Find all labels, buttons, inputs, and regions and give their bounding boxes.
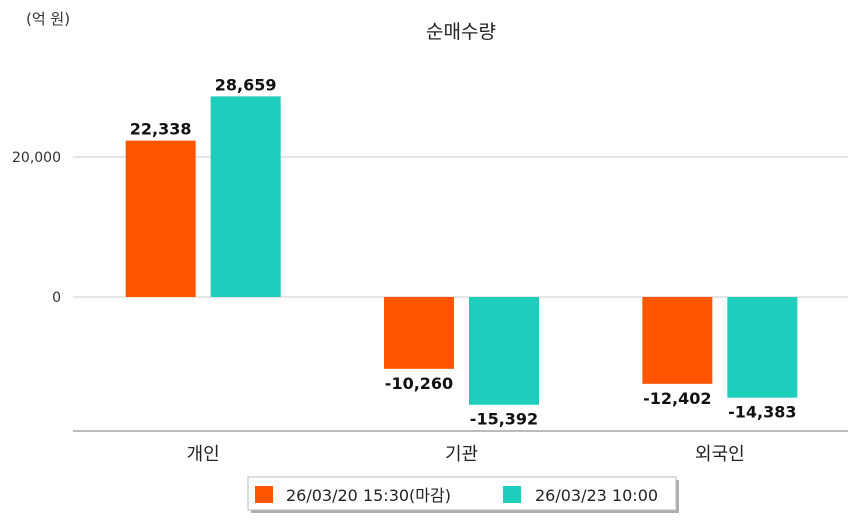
legend-swatch-0	[255, 486, 273, 503]
bar	[384, 296, 454, 369]
legend: 26/03/20 15:30(마감) 26/03/23 10:00	[247, 476, 679, 513]
y-tick-label: 20,000	[12, 150, 61, 166]
data-label: 28,659	[215, 75, 277, 94]
y-tick-label: 0	[52, 290, 61, 306]
data-label: -10,260	[385, 374, 453, 393]
chart-title: 순매수량	[426, 21, 496, 43]
x-tick-label: 외국인	[695, 444, 745, 465]
bar	[210, 96, 281, 297]
data-label: -14,383	[728, 403, 796, 422]
legend-label-0: 26/03/20 15:30(마감)	[286, 486, 451, 505]
data-label: 22,338	[130, 120, 192, 139]
bar	[469, 296, 539, 405]
legend-label-1: 26/03/23 10:00	[535, 486, 658, 505]
bar	[125, 140, 196, 297]
legend-swatch-1	[503, 486, 521, 503]
bar	[727, 296, 798, 398]
x-tick-label: 개인	[187, 444, 220, 465]
bar	[642, 296, 713, 384]
data-label: -15,392	[470, 410, 538, 429]
data-label: -12,402	[643, 389, 711, 408]
unit-label: (억 원)	[26, 10, 70, 28]
x-tick-label: 기관	[445, 444, 478, 465]
